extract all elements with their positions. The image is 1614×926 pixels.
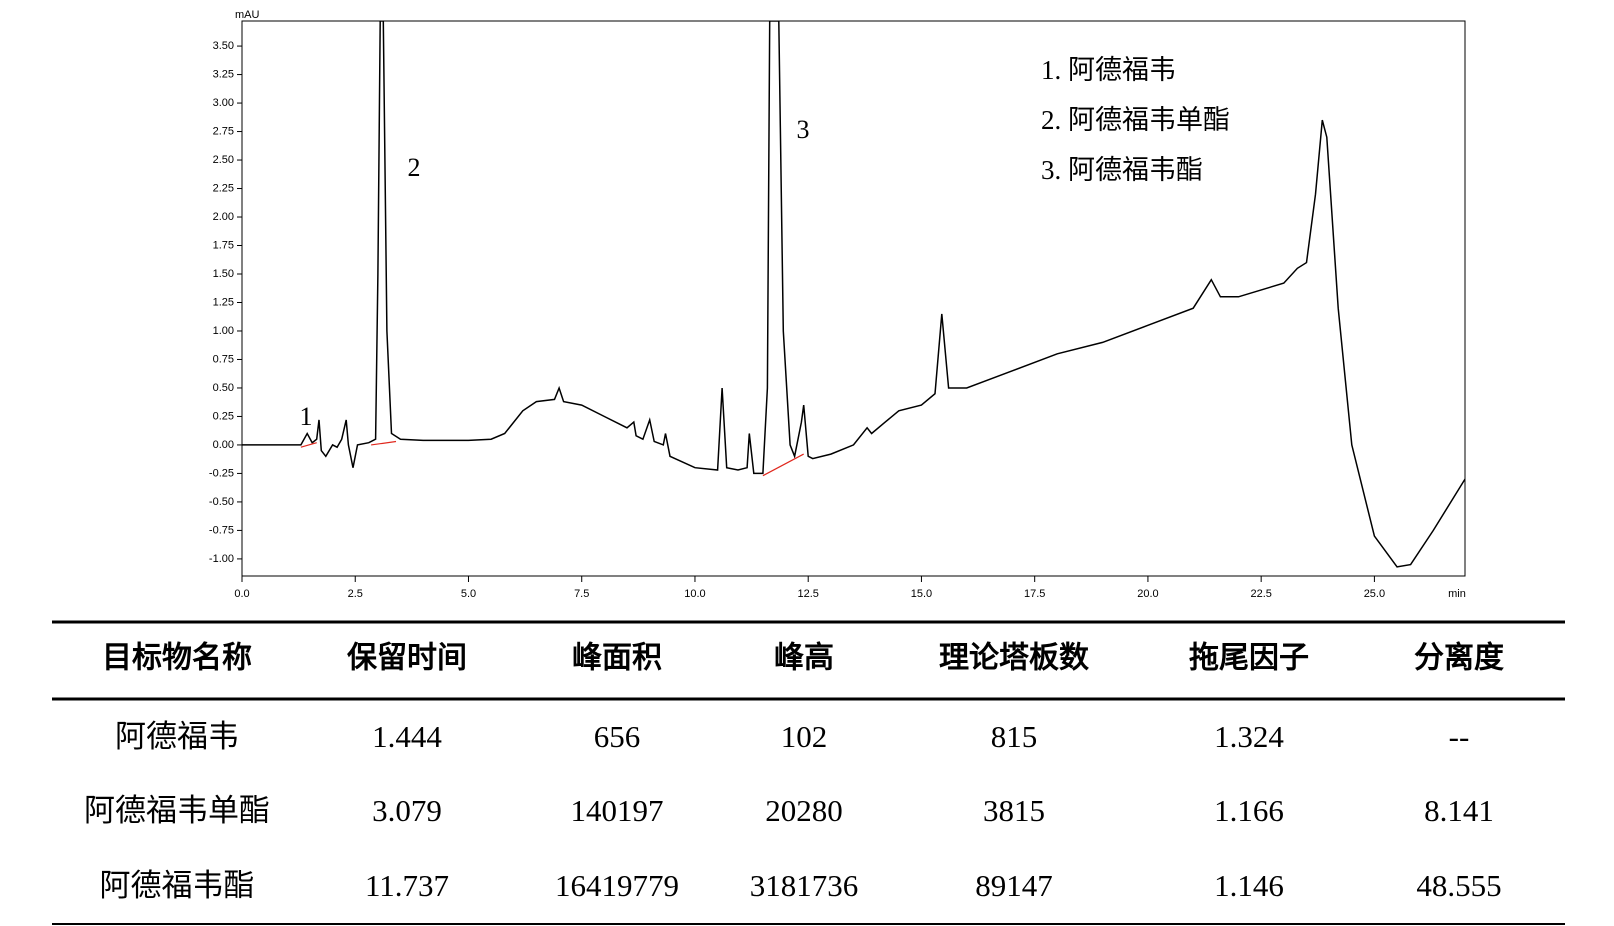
x-tick-label: 12.5 bbox=[797, 588, 818, 600]
y-tick-label: 0.00 bbox=[213, 439, 234, 451]
table-cell: 3181736 bbox=[750, 868, 859, 903]
y-tick-label: 1.50 bbox=[213, 268, 234, 280]
peak-label: 1 bbox=[300, 402, 313, 431]
y-tick-label: 0.75 bbox=[213, 353, 234, 365]
y-unit: mAU bbox=[235, 9, 260, 21]
x-tick-label: 7.5 bbox=[574, 588, 589, 600]
x-tick-label: 5.0 bbox=[461, 588, 476, 600]
y-tick-label: 1.00 bbox=[213, 325, 234, 337]
table-cell: 阿德福韦酯 bbox=[100, 868, 255, 903]
y-tick-label: 3.50 bbox=[213, 40, 234, 52]
peak-label: 3 bbox=[797, 115, 810, 144]
x-tick-label: 17.5 bbox=[1024, 588, 1045, 600]
table-cell: 102 bbox=[781, 719, 828, 754]
table-cell: 16419779 bbox=[555, 868, 679, 903]
y-tick-label: 0.25 bbox=[213, 410, 234, 422]
y-tick-label: -0.50 bbox=[209, 496, 234, 508]
table-cell: 140197 bbox=[571, 793, 664, 828]
table-cell: 1.444 bbox=[372, 719, 442, 754]
x-tick-label: 20.0 bbox=[1137, 588, 1158, 600]
plot-frame bbox=[241, 20, 1466, 577]
table-cell: 3.079 bbox=[372, 793, 442, 828]
y-tick-label: 1.75 bbox=[213, 239, 234, 251]
y-tick-label: 1.25 bbox=[213, 296, 234, 308]
y-tick-label: 3.00 bbox=[213, 97, 234, 109]
legend-entry: 3. 阿德福韦酯 bbox=[1041, 155, 1203, 185]
table-cell: 1.324 bbox=[1214, 719, 1284, 754]
integration-baseline bbox=[762, 453, 804, 477]
y-tick-label: -1.00 bbox=[209, 553, 234, 565]
table-cell: 89147 bbox=[975, 868, 1053, 903]
y-tick-label: 2.00 bbox=[213, 211, 234, 223]
table-header: 拖尾因子 bbox=[1189, 641, 1309, 676]
y-tick-label: -0.25 bbox=[209, 467, 234, 479]
table-header: 理论塔板数 bbox=[939, 641, 1090, 676]
table-cell: 1.146 bbox=[1214, 868, 1284, 903]
table-cell: 815 bbox=[991, 719, 1038, 754]
x-tick-label: 0.0 bbox=[234, 588, 249, 600]
table-header: 峰面积 bbox=[572, 641, 662, 676]
table-header: 保留时间 bbox=[347, 641, 467, 676]
legend-entry: 1. 阿德福韦 bbox=[1041, 55, 1176, 85]
table-cell: 11.737 bbox=[365, 868, 449, 903]
x-tick-label: 15.0 bbox=[911, 588, 932, 600]
x-unit: min bbox=[1448, 588, 1466, 600]
peak-label: 2 bbox=[408, 153, 421, 182]
table-header: 分离度 bbox=[1414, 641, 1504, 676]
table-cell: 8.141 bbox=[1424, 793, 1494, 828]
x-tick-label: 10.0 bbox=[684, 588, 705, 600]
y-tick-label: -0.75 bbox=[209, 524, 234, 536]
y-tick-label: 3.25 bbox=[213, 68, 234, 80]
table-cell: -- bbox=[1449, 719, 1470, 754]
x-tick-label: 2.5 bbox=[348, 588, 363, 600]
table-header: 峰高 bbox=[774, 641, 834, 676]
table-cell: 阿德福韦单酯 bbox=[84, 793, 270, 828]
y-tick-label: 0.50 bbox=[213, 382, 234, 394]
table-cell: 1.166 bbox=[1214, 793, 1284, 828]
table-cell: 3815 bbox=[983, 793, 1045, 828]
x-tick-label: 22.5 bbox=[1250, 588, 1271, 600]
integration-baseline bbox=[371, 440, 397, 446]
legend-entry: 2. 阿德福韦单酯 bbox=[1041, 105, 1230, 135]
y-tick-label: 2.50 bbox=[213, 154, 234, 166]
x-tick-label: 25.0 bbox=[1364, 588, 1385, 600]
integration-baseline bbox=[300, 442, 317, 448]
table-header: 目标物名称 bbox=[102, 641, 252, 676]
table-cell: 656 bbox=[594, 719, 641, 754]
table-cell: 20280 bbox=[765, 793, 843, 828]
y-tick-label: 2.25 bbox=[213, 182, 234, 194]
table-cell: 阿德福韦 bbox=[115, 719, 239, 754]
table-cell: 48.555 bbox=[1416, 868, 1501, 903]
y-tick-label: 2.75 bbox=[213, 125, 234, 137]
trace bbox=[242, 21, 1465, 568]
